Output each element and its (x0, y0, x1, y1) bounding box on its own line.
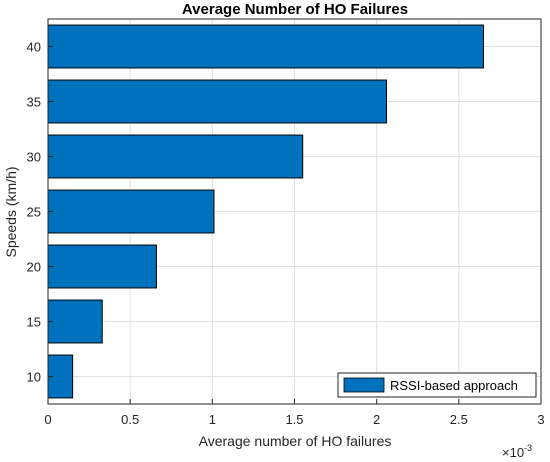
chart-title: Average Number of HO Failures (182, 1, 408, 18)
x-tick-label: 1.5 (285, 412, 303, 427)
y-axis-label: Speeds (km/h) (3, 166, 19, 257)
y-tick-label: 30 (27, 150, 41, 165)
x-tick-label: 2.5 (450, 412, 468, 427)
y-tick-label: 15 (27, 315, 41, 330)
x-tick-label: 1 (209, 412, 216, 427)
legend: RSSI-based approach (337, 372, 537, 398)
bar-15 (47, 299, 103, 344)
x-axis-label: Average number of HO failures (199, 433, 392, 449)
x-tick-label: 0.5 (121, 412, 139, 427)
legend-swatch (343, 377, 385, 393)
bar-25 (47, 189, 215, 234)
y-tick-label: 40 (27, 40, 41, 55)
bar-30 (47, 134, 304, 179)
y-tick-label: 10 (27, 370, 41, 385)
x-multiplier-base: ×10 (502, 445, 524, 460)
bar-40 (47, 24, 484, 69)
x-multiplier-exponent: -3 (524, 443, 532, 453)
y-tick-label: 35 (27, 95, 41, 110)
bar-35 (47, 79, 388, 124)
y-tick-label: 25 (27, 205, 41, 220)
x-tick-label: 3 (537, 412, 544, 427)
bar-20 (47, 244, 157, 289)
y-tick-label: 20 (27, 260, 41, 275)
svg-text:×10-3: ×10-3 (502, 443, 532, 460)
x-multiplier: ×10-3 (502, 443, 532, 460)
x-tick-label: 0 (44, 412, 51, 427)
legend-label: RSSI-based approach (390, 378, 518, 393)
x-ticks: 0 0.5 1 1.5 2 2.5 3 (44, 399, 545, 427)
x-tick-label: 2 (373, 412, 380, 427)
y-ticks: 10 15 20 25 30 35 40 (27, 40, 53, 385)
